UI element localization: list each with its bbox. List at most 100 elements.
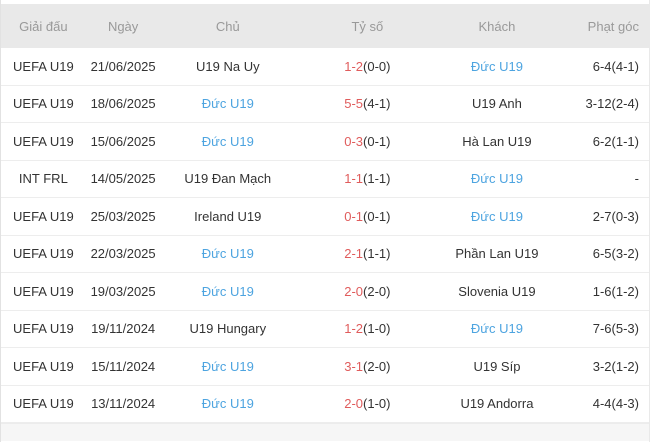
half-time-score: (1-0) — [363, 321, 391, 337]
score-cell: 2-0(1-0) — [295, 396, 440, 411]
away-team-cell: U19 Anh — [472, 96, 522, 112]
away-team-cell: Phần Lan U19 — [455, 246, 539, 262]
half-time-score: (0-1) — [363, 133, 391, 149]
match-row[interactable]: UEFA U19 18/06/2025 Đức U19 5-5(4-1) U19 Anh… — [1, 85, 649, 123]
score-cell: 2-0(2-0) — [295, 284, 440, 299]
corners-cell: 3-2(1-2) — [592, 358, 639, 374]
tournament-cell: UEFA U19 — [13, 246, 74, 262]
home-team-cell: Đức U19 — [201, 96, 254, 112]
date-cell: 15/06/2025 — [90, 133, 156, 149]
away-team-cell: Đức U19 — [470, 58, 523, 74]
half-time-score: (4-1) — [363, 96, 391, 112]
table-body: UEFA U19 21/06/2025 U19 Na Uy 1-2(0-0) Đức U… — [1, 48, 649, 423]
date-cell: 21/06/2025 — [90, 58, 156, 74]
tournament-cell: UEFA U19 — [13, 58, 74, 74]
tournament-cell: INT FRL — [18, 171, 68, 187]
header-date: Ngày — [107, 18, 139, 34]
match-row[interactable]: UEFA U19 15/06/2025 Đức U19 0-3(0-1) Hà Lan … — [1, 123, 649, 161]
score-cell: 1-2(0-0) — [295, 59, 440, 74]
date-cell: 19/03/2025 — [90, 283, 156, 299]
match-row[interactable]: UEFA U19 13/11/2024 Đức U19 2-0(1-0) U19 And… — [1, 385, 649, 423]
date-cell: 22/03/2025 — [90, 246, 156, 262]
home-team-cell: Ireland U19 — [194, 208, 262, 224]
score-cell: 0-1(0-1) — [295, 209, 440, 224]
away-team-cell: Đức U19 — [470, 208, 523, 224]
full-time-score: 2-1 — [344, 246, 364, 262]
tournament-cell: UEFA U19 — [13, 396, 74, 412]
half-time-score: (1-1) — [363, 171, 391, 187]
corners-cell: 6-4(4-1) — [592, 58, 639, 74]
corners-cell: 3-12(2-4) — [585, 96, 639, 112]
header-tournament: Giải đấu — [19, 18, 68, 34]
full-time-score: 0-3 — [344, 133, 364, 149]
away-team-cell: Đức U19 — [470, 171, 523, 187]
away-team-cell: U19 Andorra — [460, 396, 534, 412]
full-time-score: 1-2 — [344, 321, 364, 337]
header-corners: Phạt góc — [587, 18, 639, 34]
date-cell: 13/11/2024 — [91, 396, 156, 412]
match-row[interactable]: UEFA U19 15/11/2024 Đức U19 3-1(2-0) U19 Síp… — [1, 348, 649, 386]
full-time-score: 1-1 — [344, 171, 364, 187]
match-row[interactable]: UEFA U19 21/06/2025 U19 Na Uy 1-2(0-0) Đức U… — [1, 48, 649, 86]
half-time-score: (0-1) — [363, 208, 391, 224]
home-team-cell: U19 Hungary — [189, 321, 267, 337]
home-team-cell: Đức U19 — [201, 246, 254, 262]
match-row[interactable]: INT FRL 14/05/2025 U19 Đan Mạch 1-1(1-1) Đức… — [1, 160, 649, 198]
tournament-cell: UEFA U19 — [13, 321, 74, 337]
home-team-cell: U19 Đan Mạch — [184, 171, 272, 187]
corners-cell: 2-7(0-3) — [592, 208, 639, 224]
away-team-cell: Slovenia U19 — [458, 283, 536, 299]
score-cell: 1-1(1-1) — [295, 171, 440, 186]
table-footer-strip — [1, 423, 649, 441]
date-cell: 14/05/2025 — [90, 171, 156, 187]
corners-cell: 7-6(5-3) — [592, 321, 639, 337]
away-team-cell: Hà Lan U19 — [462, 133, 532, 149]
corners-cell: 4-4(4-3) — [592, 396, 639, 412]
full-time-score: 3-1 — [344, 358, 364, 374]
half-time-score: (2-0) — [363, 283, 391, 299]
home-team-cell: U19 Na Uy — [196, 58, 260, 74]
tournament-cell: UEFA U19 — [13, 208, 74, 224]
full-time-score: 2-0 — [344, 396, 364, 412]
match-row[interactable]: UEFA U19 19/03/2025 Đức U19 2-0(2-0) Sloveni… — [1, 273, 649, 311]
half-time-score: (2-0) — [363, 358, 391, 374]
score-cell: 0-3(0-1) — [295, 134, 440, 149]
full-time-score: 0-1 — [344, 208, 364, 224]
header-home: Chủ — [215, 18, 240, 34]
tournament-cell: UEFA U19 — [13, 133, 74, 149]
header-score: Tỷ số — [351, 18, 384, 34]
match-row[interactable]: UEFA U19 25/03/2025 Ireland U19 0-1(0-1) Đức… — [1, 198, 649, 236]
tournament-cell: UEFA U19 — [13, 283, 74, 299]
corners-cell: 6-2(1-1) — [592, 133, 639, 149]
table-header-row: Giải đấu Ngày Chủ Tỷ số Khách Phạt góc — [1, 4, 649, 48]
corners-cell: 6-5(3-2) — [592, 246, 639, 262]
date-cell: 25/03/2025 — [90, 208, 156, 224]
tournament-cell: UEFA U19 — [13, 358, 74, 374]
date-cell: 18/06/2025 — [90, 96, 156, 112]
corners-cell: 1-6(1-2) — [592, 283, 639, 299]
half-time-score: (1-0) — [363, 396, 391, 412]
home-team-cell: Đức U19 — [201, 133, 254, 149]
tournament-cell: UEFA U19 — [13, 96, 74, 112]
corners-cell: - — [634, 171, 639, 187]
date-cell: 19/11/2024 — [91, 321, 156, 337]
score-cell: 5-5(4-1) — [295, 96, 440, 111]
home-team-cell: Đức U19 — [201, 358, 254, 374]
header-away: Khách — [478, 18, 516, 34]
score-cell: 1-2(1-0) — [295, 321, 440, 336]
match-row[interactable]: UEFA U19 22/03/2025 Đức U19 2-1(1-1) Phần La… — [1, 235, 649, 273]
home-team-cell: Đức U19 — [201, 396, 254, 412]
match-row[interactable]: UEFA U19 19/11/2024 U19 Hungary 1-2(1-0) Đức… — [1, 310, 649, 348]
home-team-cell: Đức U19 — [201, 283, 254, 299]
full-time-score: 1-2 — [344, 58, 364, 74]
date-cell: 15/11/2024 — [91, 358, 156, 374]
away-team-cell: U19 Síp — [473, 358, 521, 374]
full-time-score: 5-5 — [344, 96, 364, 112]
half-time-score: (0-0) — [363, 58, 391, 74]
full-time-score: 2-0 — [344, 283, 364, 299]
score-cell: 3-1(2-0) — [295, 359, 440, 374]
half-time-score: (1-1) — [363, 246, 391, 262]
score-cell: 2-1(1-1) — [295, 246, 440, 261]
away-team-cell: Đức U19 — [470, 321, 523, 337]
